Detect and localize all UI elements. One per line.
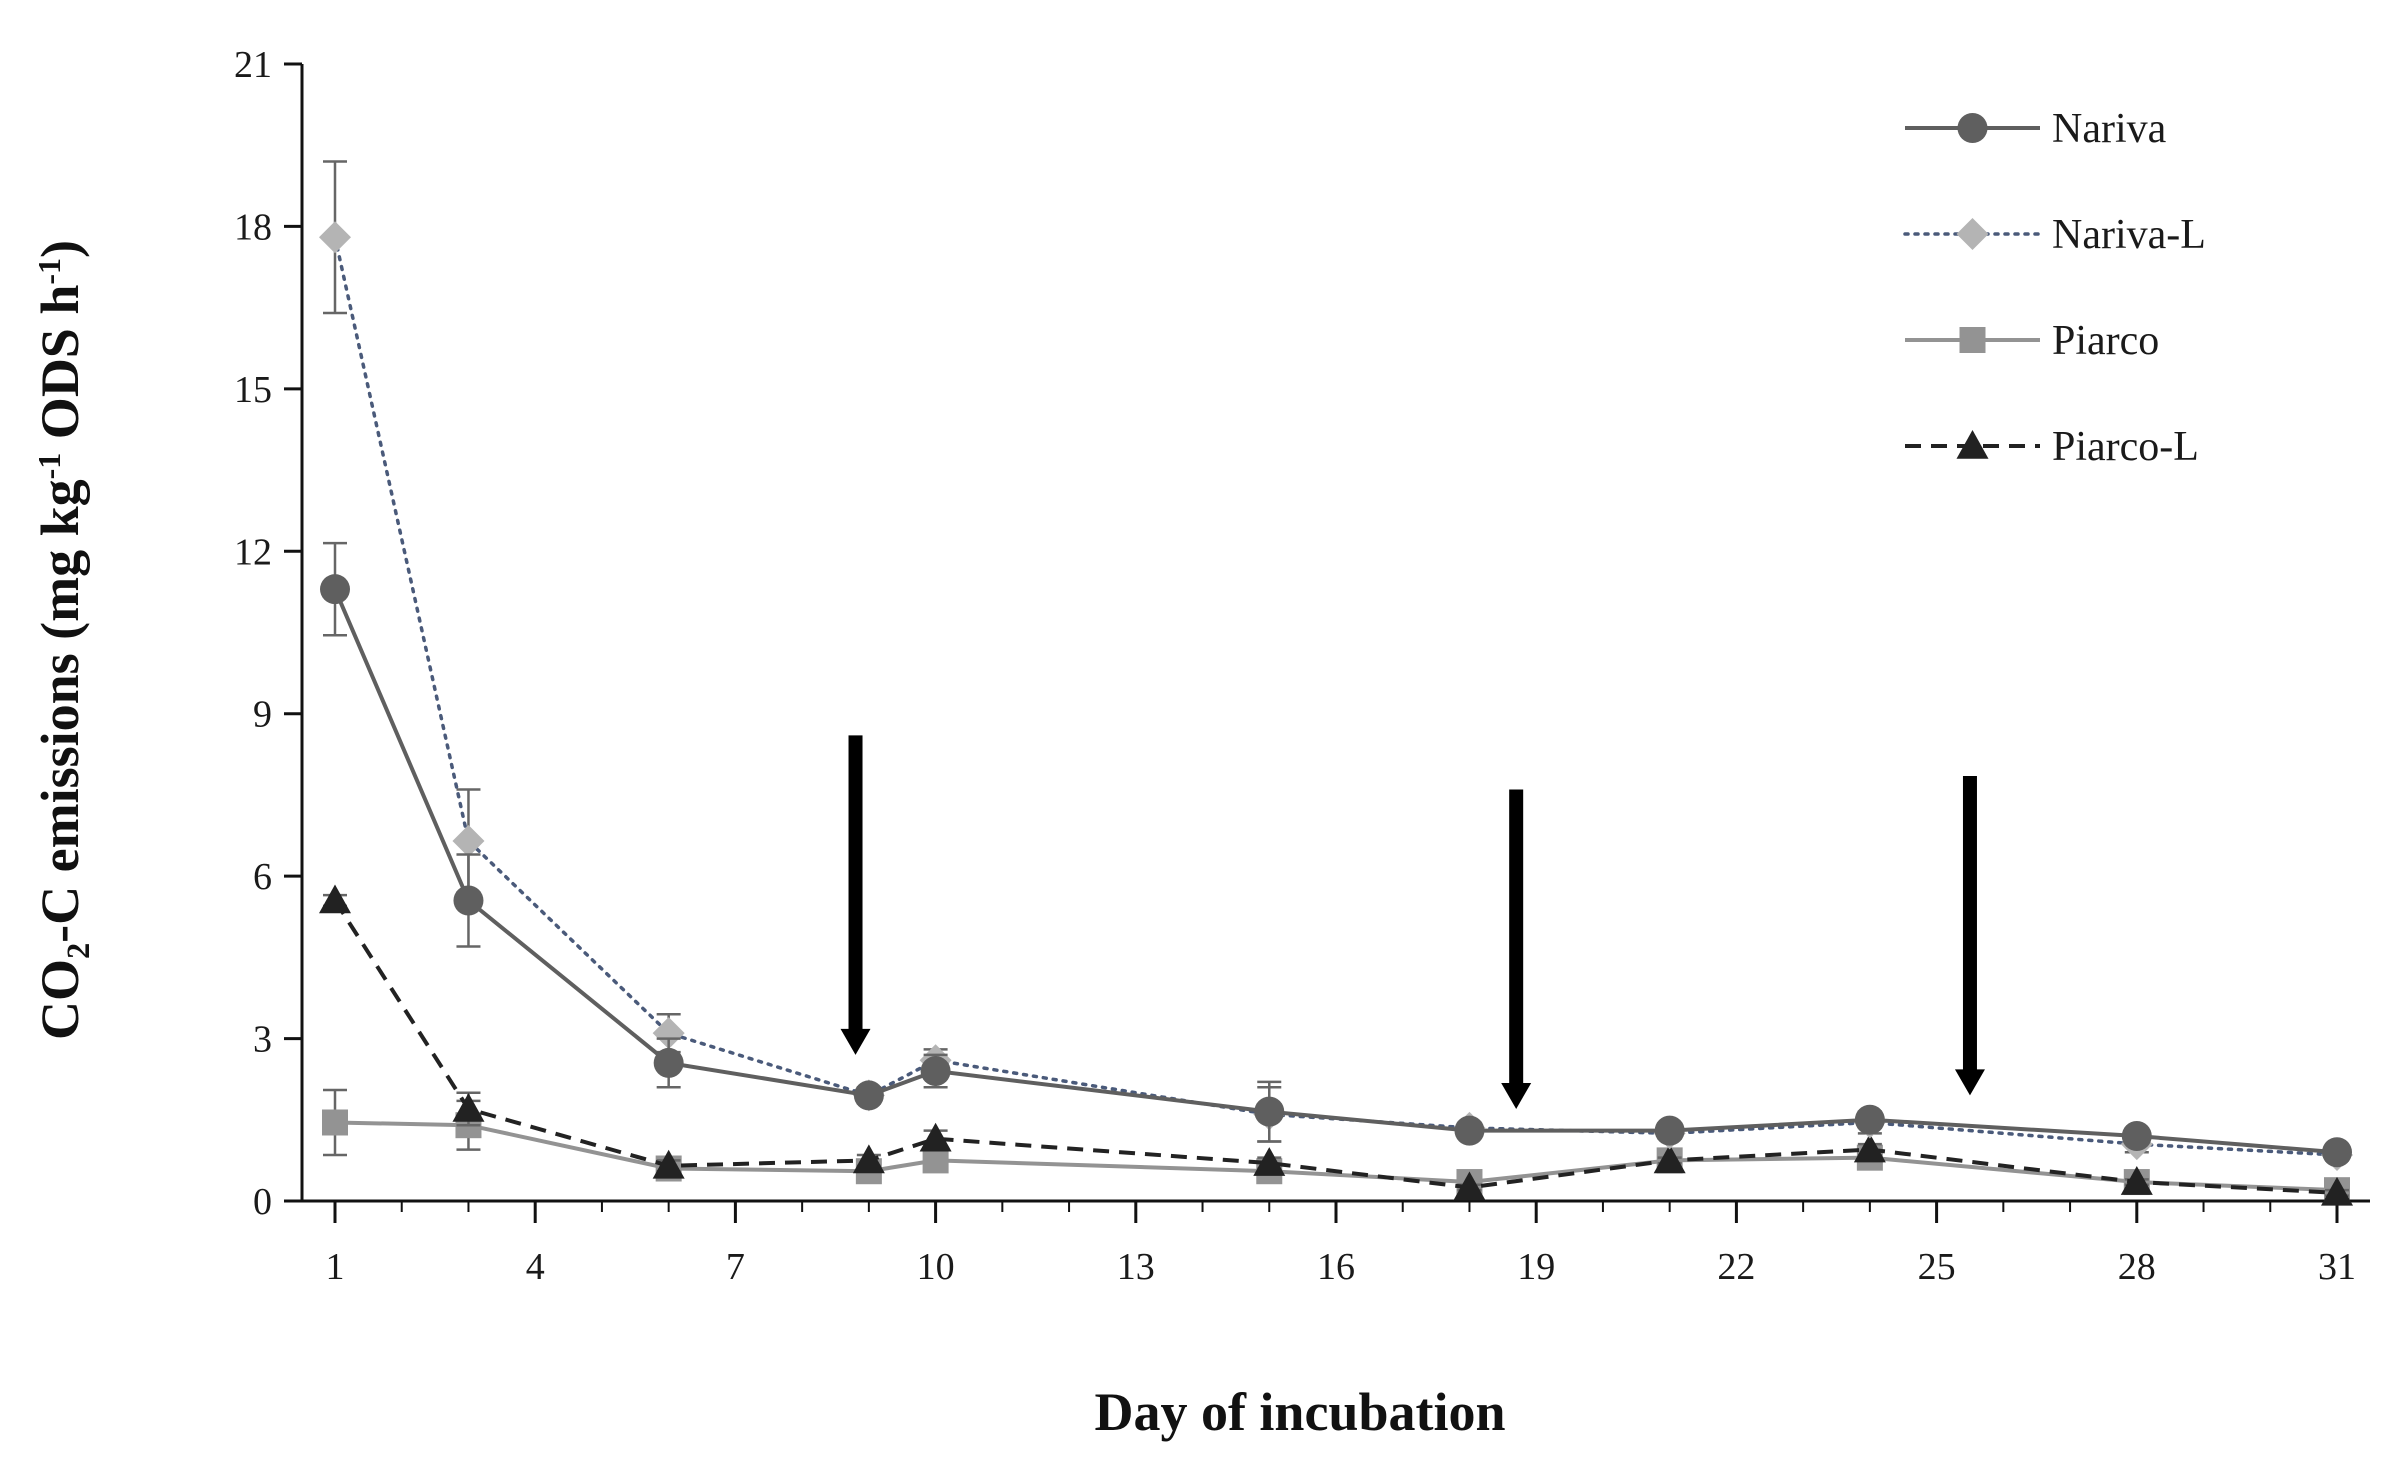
data-point bbox=[2321, 1176, 2353, 1206]
y-tick-label: 9 bbox=[253, 694, 272, 736]
data-point bbox=[1654, 1115, 1685, 1146]
x-axis-title: Day of incubation bbox=[1094, 1382, 1505, 1442]
legend-item-nariva: Nariva bbox=[1905, 106, 2167, 152]
data-point bbox=[452, 824, 485, 857]
data-point bbox=[453, 885, 484, 916]
legend-marker bbox=[1959, 327, 1986, 353]
series-line bbox=[333, 899, 2338, 1195]
plot-area bbox=[319, 160, 2353, 1206]
data-point bbox=[922, 1147, 949, 1174]
down-arrow bbox=[1501, 789, 1532, 1109]
data-point bbox=[1253, 1147, 1286, 1176]
legend: Nariva Nariva-L Piarco Piarco-L bbox=[1903, 106, 2206, 470]
legend-label: Piarco-L bbox=[2052, 424, 2199, 470]
data-point bbox=[1653, 1144, 1686, 1174]
legend-label: Nariva-L bbox=[2052, 212, 2206, 258]
x-tick-label: 10 bbox=[917, 1246, 955, 1288]
data-point bbox=[652, 1017, 685, 1050]
series-nariva-l bbox=[319, 160, 2353, 1171]
data-point bbox=[920, 1056, 951, 1087]
data-point bbox=[2120, 1166, 2153, 1195]
y-tick-label: 12 bbox=[234, 531, 272, 573]
down-arrow bbox=[840, 735, 871, 1055]
down-arrow bbox=[1954, 775, 1985, 1096]
y-tick-label: 21 bbox=[234, 44, 272, 86]
data-point bbox=[853, 1080, 884, 1111]
y-axis-title: CO₂-C emissions (mg kg-1 ODS h-1) bbox=[30, 240, 90, 1040]
y-axis-title-end: ) bbox=[30, 240, 90, 258]
x-tick-label: 25 bbox=[1918, 1246, 1956, 1288]
arrow-head bbox=[1954, 1069, 1985, 1096]
y-axis-title-sup2: -1 bbox=[31, 258, 67, 285]
series-piarco-l bbox=[319, 884, 2353, 1206]
data-point bbox=[852, 1144, 885, 1174]
y-tick-label: 0 bbox=[253, 1181, 272, 1223]
data-point bbox=[2322, 1137, 2352, 1168]
data-point bbox=[1254, 1096, 1285, 1127]
legend-label: Piarco bbox=[2052, 318, 2159, 364]
series-nariva bbox=[320, 541, 2352, 1168]
data-point bbox=[320, 574, 350, 605]
series-line bbox=[333, 235, 2339, 1157]
legend-item-piarco-l: Piarco-L bbox=[1905, 424, 2199, 470]
x-tick-label: 19 bbox=[1517, 1246, 1555, 1288]
x-tick-label: 28 bbox=[2118, 1246, 2156, 1288]
data-point bbox=[2121, 1121, 2152, 1152]
legend-item-nariva-l: Nariva-L bbox=[1903, 212, 2206, 258]
data-point bbox=[319, 221, 351, 254]
legend-item-piarco: Piarco bbox=[1905, 318, 2159, 364]
data-point bbox=[1453, 1171, 1486, 1201]
data-point bbox=[1454, 1115, 1485, 1146]
arrow-head bbox=[840, 1028, 871, 1055]
x-tick-label: 13 bbox=[1117, 1246, 1155, 1288]
data-point bbox=[1854, 1104, 1885, 1135]
y-tick-label: 18 bbox=[234, 206, 272, 248]
y-tick-label: 15 bbox=[234, 369, 272, 411]
x-tick-label: 22 bbox=[1717, 1246, 1755, 1288]
x-tick-label: 1 bbox=[326, 1246, 345, 1288]
annotation-arrows bbox=[840, 735, 1985, 1109]
legend-label: Nariva bbox=[2052, 106, 2167, 152]
y-axis: 0 3 6 9 12 15 18 21 bbox=[234, 44, 302, 1223]
arrow-head bbox=[1501, 1082, 1532, 1109]
y-axis-title-mid: ODS h bbox=[30, 285, 90, 453]
y-axis-title-main: CO₂-C emissions (mg kg bbox=[30, 479, 90, 1040]
x-tick-label: 16 bbox=[1317, 1246, 1355, 1288]
data-point bbox=[1853, 1133, 1886, 1163]
data-point bbox=[319, 884, 351, 914]
data-point bbox=[652, 1149, 685, 1179]
data-point bbox=[919, 1122, 952, 1152]
x-tick-label: 4 bbox=[526, 1246, 545, 1288]
legend-marker bbox=[1957, 113, 1988, 143]
series-piarco bbox=[322, 1088, 2350, 1204]
y-tick-label: 6 bbox=[253, 856, 272, 898]
data-point bbox=[322, 1109, 348, 1136]
x-axis: 1 4 7 10 13 16 19 22 25 28 31 bbox=[326, 1201, 2356, 1288]
legend-marker bbox=[1956, 430, 1989, 459]
data-point bbox=[653, 1047, 684, 1078]
series-line bbox=[333, 588, 2338, 1155]
x-tick-label: 7 bbox=[726, 1246, 745, 1288]
legend-marker bbox=[1956, 218, 1989, 250]
y-axis-title-sup1: -1 bbox=[31, 453, 67, 480]
x-tick-label: 31 bbox=[2318, 1246, 2356, 1288]
data-point bbox=[452, 1092, 485, 1122]
y-tick-label: 3 bbox=[253, 1019, 272, 1061]
